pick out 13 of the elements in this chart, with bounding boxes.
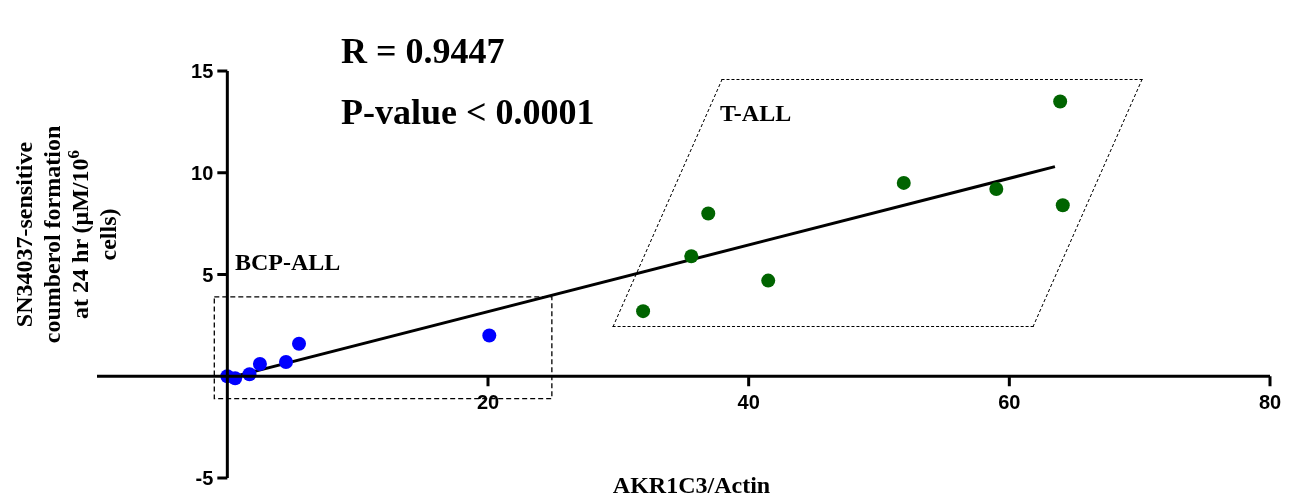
x-axis-title: AKR1C3/Actin xyxy=(612,472,771,495)
x-tick-label: 20 xyxy=(476,391,500,414)
x-tick-label: 60 xyxy=(998,391,1021,414)
annotation: BCP-ALL xyxy=(235,249,341,275)
y-tick-label: -5 xyxy=(195,467,214,489)
annotation: P-value < 0.0001 xyxy=(341,92,595,132)
y-tick-label: 5 xyxy=(202,263,214,286)
y-tick-label: 15 xyxy=(191,60,214,82)
x-tick-label: 40 xyxy=(737,391,760,414)
annotation: R = 0.9447 xyxy=(341,31,505,71)
y-tick-label: 10 xyxy=(191,161,214,184)
annotation: T-ALL xyxy=(720,100,792,126)
x-tick-label: 80 xyxy=(1258,391,1282,414)
